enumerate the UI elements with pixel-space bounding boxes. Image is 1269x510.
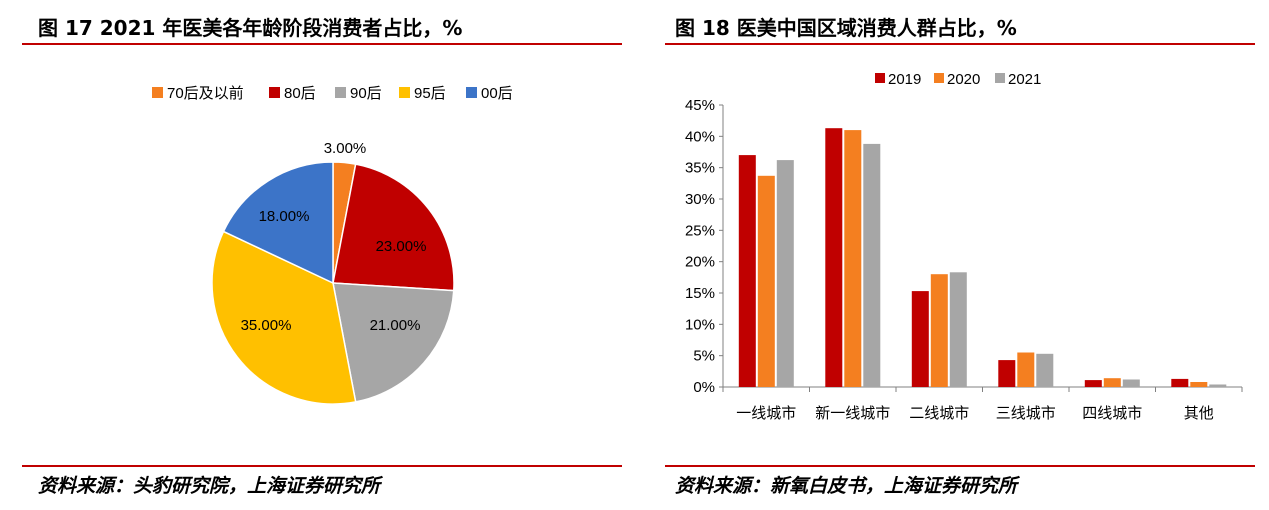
pie-data-label: 3.00% [324,140,367,157]
pie-data-label: 35.00% [241,317,292,334]
legend-swatch [269,87,280,98]
legend-swatch [995,73,1005,83]
y-tick-label: 35% [685,160,715,177]
y-tick-label: 40% [685,128,715,145]
legend-label: 95后 [414,85,446,102]
pie-slice [332,282,455,403]
bar [757,175,775,387]
x-tick-label: 一线城市 [736,405,796,422]
pie-data-label: 23.00% [376,238,427,255]
y-tick-label: 45% [685,97,715,114]
figure-17-panel: 图 17 2021 年医美各年龄阶段消费者占比，% 70后及以前 80后 90后 95… [0,0,624,510]
age-pie-chart: 70后及以前 80后 90后 95后 00后 3.00% 23.00% 21.00% 35.00… [152,85,513,405]
region-bar-chart: 2019 2020 2021 0% 5% 10% 15% 20% 25% 30% 35% 40% 45%… [685,71,1243,422]
legend-label: 2021 [1008,71,1041,88]
legend-swatch [335,87,346,98]
figure-18-source: 资料来源：新氧白皮书，上海证券研究所 [675,475,1018,497]
legend-label: 2020 [947,71,980,88]
pie-data-label: 21.00% [370,317,421,334]
legend-label: 80后 [284,85,316,102]
bar [1190,382,1208,387]
pie-slice [222,161,334,285]
title-divider [22,43,622,45]
legend-swatch [875,73,885,83]
legend-swatch [466,87,477,98]
legend-swatch [152,87,163,98]
x-tick-label: 四线城市 [1082,405,1142,422]
figure-17-title: 图 17 2021 年医美各年龄阶段消费者占比，% [38,16,463,40]
y-tick-label: 10% [685,316,715,333]
source-divider [22,465,622,467]
bar [1103,378,1121,387]
bar [738,155,756,387]
bar [825,128,843,387]
y-tick-label: 30% [685,191,715,208]
pie-slice [332,163,455,292]
bar [1017,352,1035,387]
bar [930,274,948,387]
x-tick-label: 其他 [1184,405,1214,422]
bar [1122,379,1140,387]
pie-data-label: 18.00% [259,208,310,225]
bar [1209,384,1227,387]
bar [1036,353,1054,387]
x-tick-label: 三线城市 [996,405,1056,422]
pie-slice [211,230,357,405]
title-divider [665,43,1255,45]
legend-swatch [399,87,410,98]
figure-17-source: 资料来源：头豹研究院，上海证券研究所 [38,475,381,497]
y-tick-label: 20% [685,254,715,271]
bar [844,130,862,387]
bar [998,360,1016,387]
x-tick-label: 新一线城市 [815,405,890,422]
y-tick-label: 25% [685,222,715,239]
source-divider [665,465,1255,467]
x-tick-label: 二线城市 [909,405,969,422]
bar [911,291,929,387]
bar [949,272,967,387]
bar [863,143,881,387]
bar [1084,380,1102,387]
bar [1171,378,1189,387]
figure-18-title: 图 18 医美中国区域消费人群占比，% [675,16,1017,40]
legend-label: 90后 [350,85,382,102]
y-tick-label: 0% [693,379,715,396]
legend-label: 2019 [888,71,921,88]
figure-18-panel: 图 18 医美中国区域消费人群占比，% 2019 2020 2021 0% 5% 10% 1… [655,0,1269,510]
bar [776,160,794,387]
legend-label: 70后及以前 [167,85,244,102]
legend-label: 00后 [481,85,513,102]
legend-swatch [934,73,944,83]
y-tick-label: 5% [693,348,715,365]
y-tick-label: 15% [685,285,715,302]
